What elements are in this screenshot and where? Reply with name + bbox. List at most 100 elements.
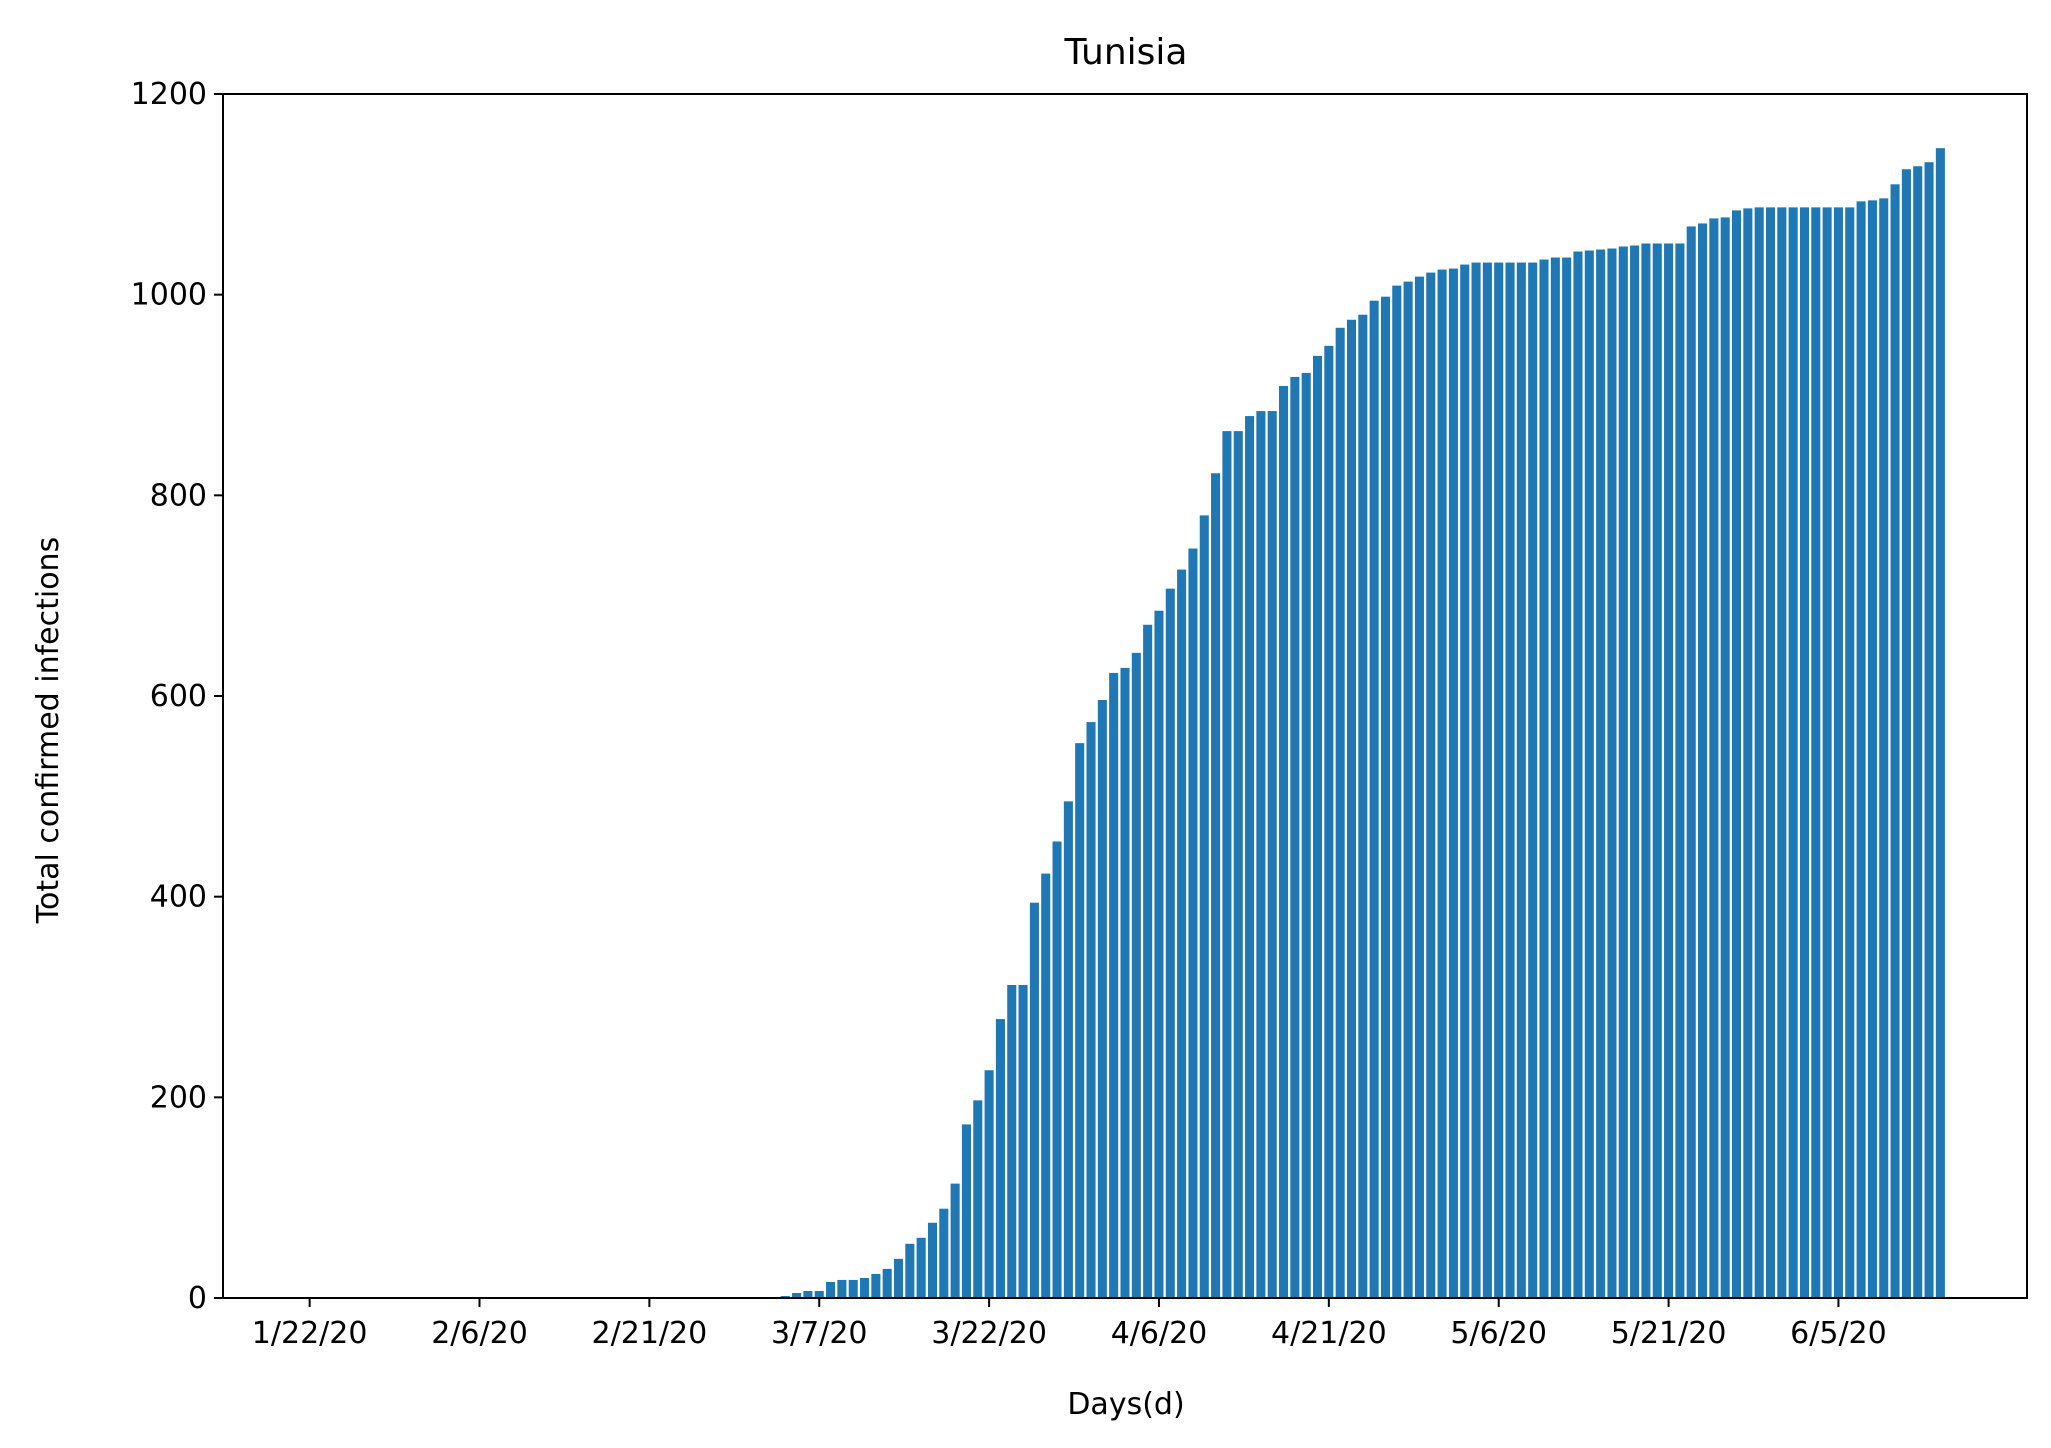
bar [1924,162,1934,1298]
bar [1233,431,1243,1298]
x-tick-label: 5/21/20 [1611,1316,1727,1351]
y-tick-label: 200 [150,1080,207,1115]
x-tick-label: 5/6/20 [1450,1316,1547,1351]
bar [1448,268,1458,1299]
bar [1460,264,1470,1299]
y-tick-label: 600 [150,679,207,714]
bar [860,1277,870,1298]
bar [973,1100,983,1298]
bar [1324,345,1334,1298]
bar [1018,984,1028,1298]
bar [1312,355,1323,1298]
bar [1199,515,1209,1298]
bar [1618,246,1628,1298]
bar [1279,385,1289,1299]
bar [1358,314,1368,1298]
bar [1211,473,1221,1298]
y-axis: 0 200 400 600 800 1000 1200 [131,77,223,1316]
y-tick-label: 0 [188,1281,207,1316]
bar [1743,208,1753,1298]
bar [995,1019,1005,1298]
bar [939,1208,949,1298]
bar [1052,841,1062,1298]
bar [848,1279,858,1298]
bar [1777,207,1787,1298]
bar [1811,207,1821,1298]
x-axis: 1/22/20 2/6/20 2/21/20 3/7/20 3/22/20 4/6/20 4… [252,1298,1887,1351]
x-tick-label: 3/7/20 [771,1316,868,1351]
bar [1550,257,1560,1298]
bar [1584,250,1594,1298]
x-tick-label: 3/22/20 [931,1316,1047,1351]
bar [1120,667,1130,1298]
bar [1698,223,1708,1299]
bar [1143,624,1153,1298]
bar [1539,259,1549,1298]
bar [1369,300,1379,1299]
bar [1086,722,1096,1298]
bar [1041,873,1051,1298]
bar [1731,210,1742,1298]
bar [1720,217,1730,1298]
bar [984,1070,994,1298]
bar [1188,548,1198,1298]
bar [1256,411,1266,1298]
bar [871,1273,881,1298]
bar [1901,169,1911,1298]
bar [1301,372,1311,1299]
x-tick-label: 1/22/20 [252,1316,368,1351]
bar [1630,245,1640,1299]
bar [1596,249,1606,1299]
bar [1890,184,1900,1298]
bar [950,1183,960,1298]
bar [1414,276,1424,1298]
y-tick-label: 1000 [131,278,207,313]
bar [1505,262,1515,1298]
x-tick-label: 4/21/20 [1271,1316,1387,1351]
bar [1754,207,1764,1298]
bar [826,1281,836,1298]
y-tick-label: 1200 [131,77,207,112]
y-tick-label: 800 [150,478,207,513]
bar [1765,207,1776,1298]
bar [1652,243,1662,1298]
x-tick-label: 6/5/20 [1790,1316,1887,1351]
bar [1607,248,1617,1299]
bar [1075,743,1085,1298]
bar [814,1290,824,1298]
chart-title: Tunisia [1064,32,1188,73]
x-axis-label: Days(d) [1067,1387,1184,1422]
bar [1392,285,1402,1298]
bar [1822,207,1832,1298]
bar [1845,207,1855,1298]
bar [961,1124,971,1298]
bar [1562,257,1572,1298]
bar [1063,801,1073,1298]
bar [1788,207,1798,1298]
bar [780,1295,790,1298]
bar [1516,262,1526,1298]
y-tick-label: 400 [150,880,207,915]
bar [905,1243,915,1298]
bar [1675,243,1685,1298]
bar [927,1222,938,1298]
bar [916,1237,926,1298]
bar [1867,200,1877,1299]
bar [1267,411,1277,1298]
bar [1482,262,1492,1298]
bar [1097,700,1107,1298]
bar [1426,272,1436,1299]
bar [1913,166,1923,1299]
bar [1664,243,1674,1298]
bar [1245,416,1255,1298]
bar [1494,262,1504,1298]
bar [1709,218,1719,1298]
bar [1856,201,1866,1298]
bar [1165,588,1175,1298]
bar [882,1268,892,1298]
x-tick-label: 2/21/20 [592,1316,708,1351]
bar [1177,569,1187,1298]
bar [1833,207,1843,1298]
bar [1935,148,1945,1299]
